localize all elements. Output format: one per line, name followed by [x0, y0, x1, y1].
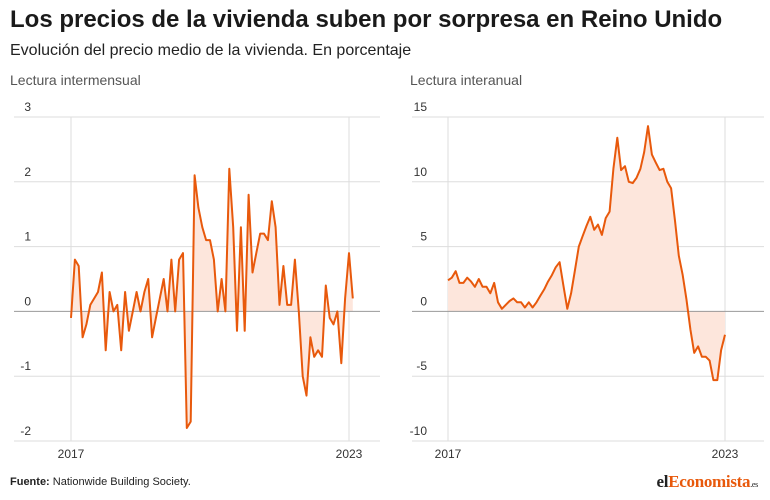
source-label: Fuente: — [10, 476, 50, 488]
source-note: Fuente: Nationwide Building Society. — [10, 476, 191, 488]
x-tick-label: 2023 — [712, 447, 739, 461]
y-tick-label: 2 — [24, 165, 31, 179]
logo-part-3: .es — [750, 480, 758, 489]
series-area — [71, 168, 353, 429]
chart-monthly: 3 2 1 0 -1 -2 2017 2023 — [14, 100, 380, 461]
y-tick-label: 0 — [24, 294, 31, 308]
chart-annual: 15 10 5 0 -5 -10 2017 2023 — [410, 100, 764, 461]
chart-annual-title: Lectura interanual — [410, 72, 523, 88]
y-tick-label: 5 — [420, 230, 427, 244]
y-tick-label: 0 — [420, 294, 427, 308]
y-tick-label: 1 — [24, 230, 31, 244]
page-subtitle: Evolución del precio medio de la viviend… — [10, 42, 412, 59]
page-title: Los precios de la vivienda suben por sor… — [10, 6, 723, 33]
logo-part-1: el — [656, 472, 669, 491]
y-tick-label: -10 — [410, 424, 428, 438]
y-tick-label: -5 — [416, 359, 427, 373]
x-tick-label: 2023 — [336, 447, 363, 461]
logo-part-2: Economista — [668, 472, 751, 491]
y-tick-label: 3 — [24, 100, 31, 114]
y-tick-label: 10 — [414, 165, 428, 179]
brand-logo: elEconomista.es — [656, 472, 759, 492]
y-tick-label: 15 — [414, 100, 428, 114]
chart-monthly-title: Lectura intermensual — [10, 72, 141, 88]
x-tick-label: 2017 — [435, 447, 462, 461]
series-line — [70, 167, 354, 429]
series-line — [447, 125, 726, 382]
series-area — [448, 126, 725, 381]
source-text: Nationwide Building Society. — [52, 476, 191, 488]
x-tick-label: 2017 — [58, 447, 85, 461]
y-tick-label: -1 — [20, 359, 31, 373]
y-tick-label: -2 — [20, 424, 31, 438]
